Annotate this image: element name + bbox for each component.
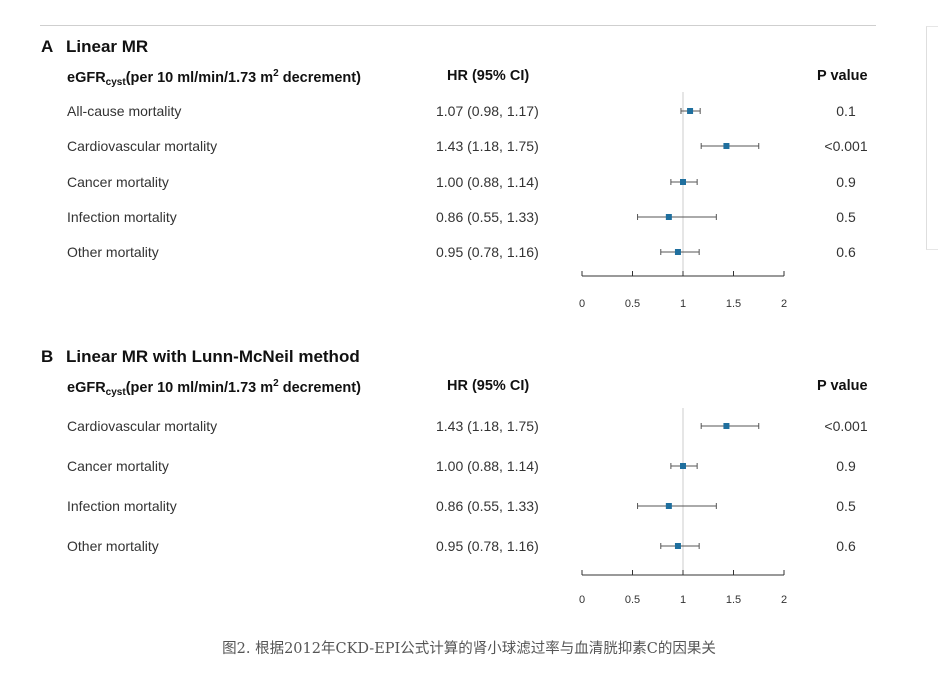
p-value: 0.6	[836, 244, 856, 260]
figure-caption: 图2. 根据2012年CKD-EPI公式计算的肾小球滤过率与血清胱抑素C的因果关	[222, 641, 716, 657]
side-panel-edge	[926, 26, 938, 250]
panel-b-title: Linear MR with Lunn-McNeil method	[66, 347, 360, 366]
panel-a-letter: A	[41, 37, 54, 56]
outcome-label: Other mortality	[67, 244, 159, 260]
exposure-subscript: cyst	[105, 77, 126, 88]
panel-b-p-header: P value	[817, 378, 868, 394]
exposure-end: decrement)	[278, 380, 361, 396]
hr-ci-value: 1.00 (0.88, 1.14)	[436, 458, 539, 474]
x-tick-label: 0	[579, 298, 585, 310]
x-tick-label: 0	[579, 594, 585, 606]
exposure-superscript: 2	[273, 68, 279, 79]
x-tick-label: 0.5	[625, 298, 640, 310]
panel-a-hr-header: HR (95% CI)	[447, 68, 530, 84]
p-value: 0.9	[836, 174, 856, 190]
exposure-subscript: cyst	[105, 387, 126, 398]
p-value: 0.1	[836, 103, 856, 119]
hr-point	[680, 179, 686, 185]
panel-a-p-header: P value	[817, 68, 868, 84]
outcome-label: Cancer mortality	[67, 458, 169, 474]
hr-ci-value: 0.86 (0.55, 1.33)	[436, 498, 539, 514]
exposure-end: decrement)	[278, 70, 361, 86]
exposure-superscript: 2	[273, 378, 279, 389]
p-value: 0.5	[836, 209, 856, 225]
top-divider	[40, 25, 876, 26]
hr-ci-value: 1.43 (1.18, 1.75)	[436, 138, 539, 154]
outcome-label: Cardiovascular mortality	[67, 138, 218, 154]
outcome-label: Infection mortality	[67, 209, 177, 225]
panel-b-hr-header: HR (95% CI)	[447, 378, 530, 394]
hr-ci-value: 1.43 (1.18, 1.75)	[436, 418, 539, 434]
exposure-mid: (per 10 ml/min/1.73 m	[125, 380, 274, 396]
outcome-label: All-cause mortality	[67, 103, 182, 119]
p-value: 0.6	[836, 538, 856, 554]
hr-point	[674, 543, 681, 549]
exposure-prefix: eGFR	[67, 380, 106, 396]
exposure-prefix: eGFR	[67, 70, 106, 86]
hr-ci-value: 1.00 (0.88, 1.14)	[436, 174, 539, 190]
p-value: <0.001	[824, 138, 868, 154]
hr-point	[680, 463, 686, 469]
hr-point	[665, 214, 672, 220]
x-tick-label: 1	[680, 298, 686, 310]
panel-b-exposure-header: eGFRcyst(per 10 ml/min/1.73 m2 decrement…	[67, 379, 361, 398]
p-value: <0.001	[824, 418, 868, 434]
p-value: 0.9	[836, 458, 856, 474]
outcome-label: Cardiovascular mortality	[67, 418, 218, 434]
hr-ci-value: 1.07 (0.98, 1.17)	[436, 103, 539, 119]
hr-point	[723, 143, 730, 149]
x-tick-label: 1	[680, 594, 686, 606]
hr-point	[674, 249, 681, 255]
p-value: 0.5	[836, 498, 856, 514]
panel-a-title: Linear MR	[66, 37, 149, 56]
panel-a-exposure-header: eGFRcyst(per 10 ml/min/1.73 m2 decrement…	[67, 69, 361, 88]
hr-ci-value: 0.95 (0.78, 1.16)	[436, 538, 539, 554]
outcome-label: Other mortality	[67, 538, 159, 554]
hr-point	[723, 423, 730, 429]
hr-point	[665, 503, 672, 509]
outcome-label: Cancer mortality	[67, 174, 169, 190]
x-tick-label: 2	[781, 298, 787, 310]
hr-ci-value: 0.86 (0.55, 1.33)	[436, 209, 539, 225]
panel-b-letter: B	[41, 347, 54, 366]
x-tick-label: 1.5	[726, 594, 741, 606]
x-tick-label: 2	[781, 594, 787, 606]
outcome-label: Infection mortality	[67, 498, 177, 514]
hr-point	[687, 108, 694, 114]
hr-ci-value: 0.95 (0.78, 1.16)	[436, 244, 539, 260]
x-tick-label: 0.5	[625, 594, 640, 606]
x-tick-label: 1.5	[726, 298, 741, 310]
exposure-mid: (per 10 ml/min/1.73 m	[125, 70, 274, 86]
